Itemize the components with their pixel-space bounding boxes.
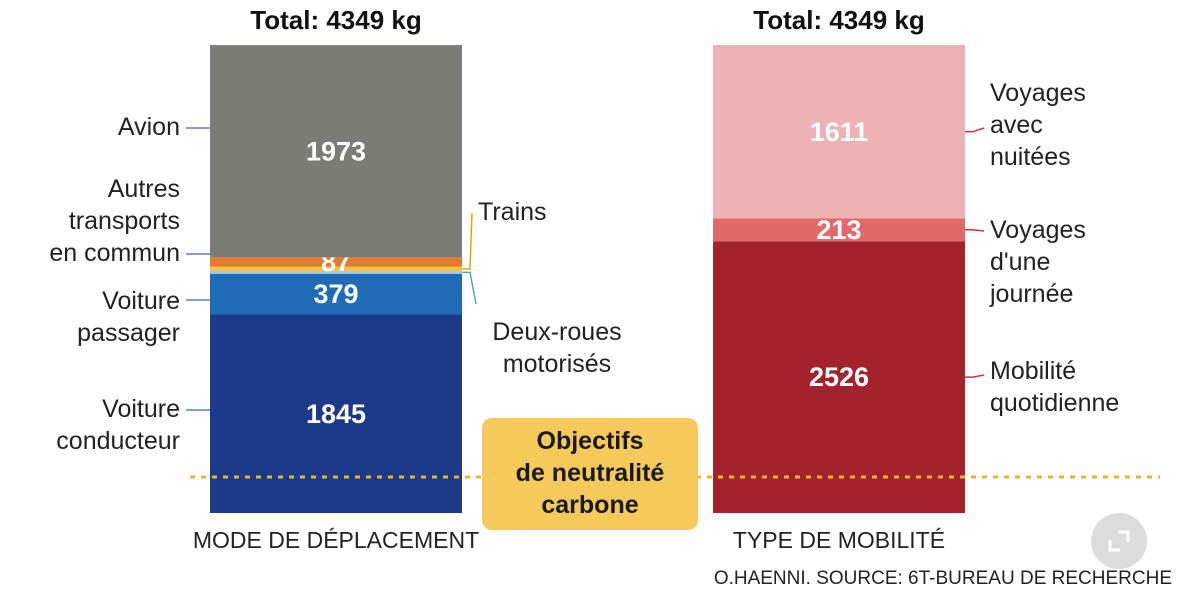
value-label: 1611 — [810, 117, 869, 147]
bar-segment — [210, 273, 462, 315]
bar-segment — [210, 45, 462, 258]
leader-line — [462, 271, 477, 305]
value-label: 2526 — [809, 362, 869, 392]
segment-name: Deux-roues motorisés — [492, 318, 621, 378]
segment-name: Avion — [118, 113, 180, 141]
bar-segment — [210, 266, 462, 272]
value-label: 1973 — [306, 136, 366, 166]
expand-button[interactable] — [1091, 513, 1147, 569]
bar-segment — [210, 257, 462, 267]
segment-name: Voyages d'une journée — [989, 216, 1086, 308]
value-label: 379 — [313, 279, 358, 309]
bar-segment — [210, 271, 462, 274]
leader-line — [462, 212, 473, 270]
segment-name: Autres transports en commun — [49, 175, 180, 267]
bar-segment — [713, 241, 965, 513]
x-axis-label: MODE DE DÉPLACEMENT — [193, 527, 479, 553]
segment-name: Voiture conducteur — [56, 395, 180, 455]
bar-segment — [210, 314, 462, 513]
leader-line — [965, 127, 985, 133]
bar-total-title: Total: 4349 kg — [753, 5, 924, 35]
target-label: Objectifs de neutralité carbone — [516, 427, 665, 519]
value-label: 213 — [816, 215, 861, 245]
expand-icon[interactable] — [1108, 530, 1130, 552]
segment-name: Voiture passager — [77, 287, 180, 347]
segment-name: Voyages avec nuitées — [990, 79, 1086, 171]
source: O.HAENNI. SOURCE: 6T-BUREAU DE RECHERCHE — [714, 568, 1172, 589]
leader-line — [965, 374, 985, 378]
leader-line — [965, 229, 985, 232]
x-axis-label: TYPE DE MOBILITÉ — [733, 527, 945, 553]
segment-name: Trains — [478, 198, 547, 226]
bar-segment — [713, 45, 965, 219]
target-box — [482, 418, 698, 530]
segment-name: Mobilité quotidienne — [990, 357, 1119, 417]
bar-total-title: Total: 4349 kg — [250, 5, 421, 35]
value-label: 1845 — [306, 399, 366, 429]
bar-segment — [713, 218, 965, 242]
